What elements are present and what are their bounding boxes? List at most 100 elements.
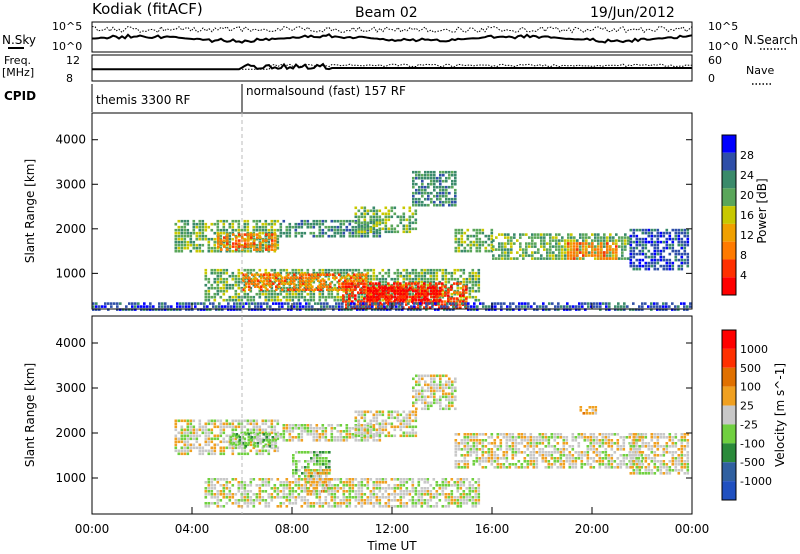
heatmap-cell	[372, 227, 376, 231]
heatmap-cell	[427, 389, 430, 393]
heatmap-cell	[268, 245, 271, 248]
heatmap-cell	[421, 289, 424, 293]
heatmap-cell	[500, 308, 503, 311]
heatmap-cell	[365, 279, 368, 282]
heatmap-cell	[441, 271, 445, 275]
heatmap-cell	[525, 254, 528, 257]
heatmap-cell	[466, 460, 470, 463]
heatmap-cell	[531, 242, 534, 245]
heatmap-cell	[249, 481, 253, 484]
heatmap-cell	[357, 274, 361, 278]
heatmap-cell	[420, 285, 423, 288]
heatmap-cell	[414, 227, 418, 231]
heatmap-cell	[508, 448, 512, 451]
heatmap-cell	[182, 302, 185, 305]
heatmap-cell	[200, 308, 203, 311]
heatmap-cell	[238, 239, 241, 242]
heatmap-cell	[204, 496, 208, 499]
heatmap-cell	[424, 289, 427, 293]
heatmap-cell	[523, 457, 527, 460]
heatmap-cell	[227, 305, 230, 308]
heatmap-cell	[360, 433, 364, 436]
heatmap-cell	[210, 295, 214, 299]
heatmap-cell	[433, 392, 436, 396]
heatmap-cell	[668, 237, 672, 241]
heatmap-cell	[312, 430, 316, 433]
heatmap-cell	[290, 305, 293, 308]
heatmap-cell	[384, 215, 388, 219]
heatmap-cell	[235, 436, 239, 439]
heatmap-cell	[414, 218, 418, 222]
heatmap-cell	[521, 302, 524, 305]
heatmap-cell	[260, 276, 263, 279]
heatmap-cell	[291, 295, 295, 299]
heatmap-cell	[414, 283, 418, 287]
heatmap-cell	[243, 268, 247, 272]
heatmap-cell	[510, 242, 513, 245]
heatmap-cell	[336, 268, 340, 272]
heatmap-cell	[354, 228, 358, 232]
heatmap-cell	[414, 274, 418, 278]
heatmap-cell	[342, 481, 346, 484]
heatmap-cell	[424, 395, 427, 399]
heatmap-cell	[246, 496, 250, 499]
heatmap-cell	[498, 248, 501, 251]
heatmap-cell	[438, 280, 442, 284]
heatmap-cell	[231, 502, 235, 505]
heatmap-cell	[321, 292, 325, 296]
heatmap-cell	[484, 457, 488, 460]
heatmap-cell	[542, 308, 545, 311]
heatmap-cell	[326, 285, 329, 288]
heatmap-cell	[567, 254, 570, 257]
heatmap-cell	[225, 240, 229, 244]
heatmap-cell	[261, 228, 265, 232]
heatmap-cell	[478, 433, 482, 436]
heatmap-cell	[125, 308, 128, 311]
heatmap-cell	[529, 436, 533, 439]
heatmap-cell	[496, 457, 500, 460]
heatmap-cell	[498, 242, 501, 245]
heatmap-cell	[441, 277, 445, 281]
heatmap-cell	[424, 191, 427, 195]
heatmap-cell	[427, 404, 430, 408]
heatmap-cell	[234, 446, 238, 450]
heatmap-cell	[561, 251, 564, 254]
heatmap-cell	[411, 282, 414, 285]
heatmap-cell	[299, 276, 302, 279]
heatmap-cell	[354, 215, 358, 219]
heatmap-cell	[433, 389, 436, 393]
heatmap-cell	[427, 182, 430, 186]
heatmap-cell	[360, 439, 364, 442]
heatmap-cell	[287, 308, 290, 311]
heatmap-cell	[680, 228, 684, 232]
heatmap-cell	[246, 502, 250, 505]
heatmap-cell	[549, 233, 552, 236]
heatmap-cell	[219, 231, 223, 235]
heatmap-cell	[475, 243, 479, 247]
heatmap-cell	[622, 463, 626, 466]
heatmap-cell	[285, 505, 289, 508]
heatmap-cell	[477, 289, 481, 293]
heatmap-cell	[234, 443, 238, 447]
heatmap-cell	[369, 282, 372, 285]
heatmap-cell	[525, 242, 528, 245]
heatmap-cell	[327, 493, 331, 496]
heatmap-cell	[686, 228, 690, 232]
heatmap-cell	[288, 436, 292, 439]
heatmap-cell	[634, 454, 638, 457]
heatmap-cell	[375, 224, 379, 228]
heatmap-cell	[444, 271, 448, 275]
heatmap-cell	[252, 431, 256, 435]
heatmap-cell	[451, 392, 454, 396]
heatmap-cell	[606, 242, 609, 245]
heatmap-cell	[338, 302, 341, 305]
heatmap-cell	[487, 237, 491, 241]
heatmap-cell	[466, 454, 470, 457]
heatmap-cell	[665, 231, 669, 235]
heatmap-cell	[207, 443, 211, 447]
heatmap-cell	[180, 246, 184, 250]
heatmap-cell	[294, 424, 298, 427]
heatmap-cell	[285, 430, 289, 433]
heatmap-cell	[385, 301, 388, 305]
heatmap-cell	[360, 274, 364, 278]
